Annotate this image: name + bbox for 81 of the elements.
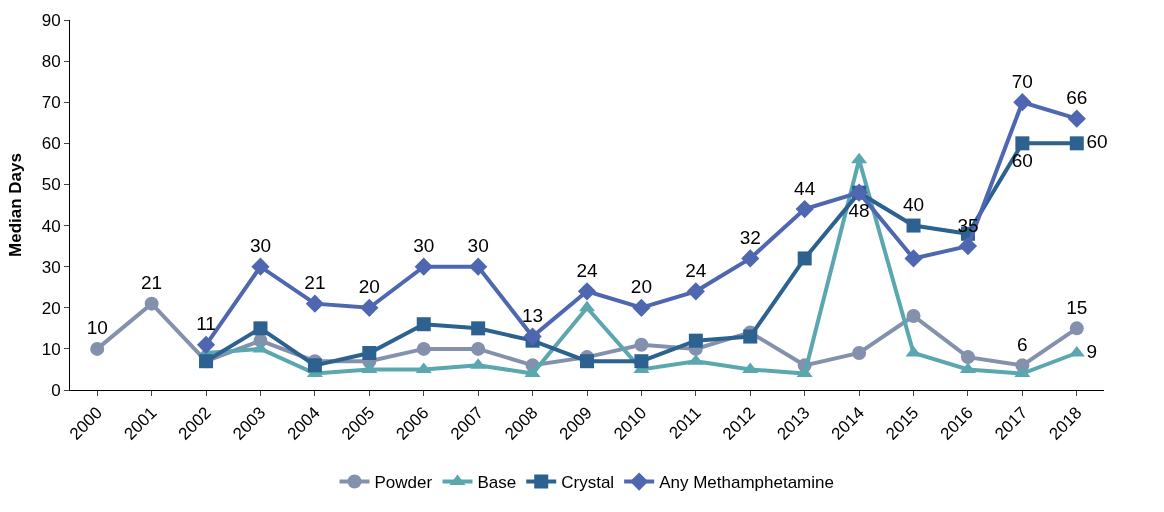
point (634, 337, 649, 352)
point (577, 282, 597, 301)
data-label: 30 (467, 235, 489, 257)
point (414, 257, 433, 276)
point (196, 335, 216, 354)
y-tick-label: 60 (41, 134, 61, 154)
y-tick-label: 50 (41, 175, 61, 195)
data-label: 13 (522, 305, 544, 327)
data-label: 20 (358, 276, 380, 298)
y-tick-label: 30 (41, 257, 61, 277)
point (360, 298, 379, 317)
data-label: 21 (141, 272, 163, 294)
point (795, 200, 814, 219)
data-label: 20 (630, 276, 652, 298)
data-label: 60 (1086, 131, 1108, 153)
point (686, 282, 705, 301)
data-label: 60 (1011, 150, 1033, 172)
point (1067, 109, 1086, 128)
y-tick-label: 90 (41, 10, 61, 30)
data-label: 11 (196, 313, 216, 335)
y-tick-label: 10 (41, 339, 61, 359)
point (1013, 93, 1032, 112)
point (416, 317, 431, 332)
point (362, 346, 377, 360)
point (688, 333, 703, 348)
point (471, 341, 486, 356)
point (253, 321, 268, 336)
data-label: 40 (902, 194, 925, 216)
point (471, 321, 486, 336)
y-tick-label: 0 (51, 380, 61, 400)
data-label: 24 (576, 259, 598, 281)
legend-label: Powder (374, 473, 433, 493)
point (906, 309, 921, 323)
y-tick-label: 70 (41, 93, 61, 113)
data-label: 10 (86, 317, 108, 339)
data-label: 24 (685, 259, 707, 281)
point (469, 257, 488, 276)
point (958, 237, 978, 256)
point (634, 354, 649, 369)
data-label: 21 (304, 272, 326, 294)
point (904, 249, 923, 268)
data-label: 66 (1066, 87, 1088, 109)
data-label: 30 (249, 235, 272, 257)
data-label: 44 (794, 177, 816, 199)
point (852, 346, 867, 360)
point (796, 366, 813, 378)
data-label: 9 (1086, 340, 1098, 362)
point (416, 341, 431, 356)
data-label: 30 (413, 235, 435, 257)
point (523, 327, 542, 346)
point (1014, 366, 1031, 378)
data-label: 15 (1066, 296, 1088, 318)
y-tick-label: 20 (41, 298, 61, 318)
data-label: 70 (1011, 70, 1033, 92)
point (252, 341, 269, 353)
point (1015, 136, 1030, 151)
point (1069, 136, 1084, 151)
point (743, 329, 758, 344)
y-tick-label: 80 (41, 52, 61, 72)
y-tick-label: 40 (41, 216, 61, 236)
point (305, 294, 324, 313)
point (144, 296, 159, 311)
point (632, 298, 651, 317)
point (251, 257, 270, 276)
data-label: 48 (848, 199, 870, 221)
point (90, 341, 105, 356)
point (797, 251, 812, 266)
y-axis-title: Median Days (6, 153, 26, 257)
point (906, 218, 921, 233)
point (960, 350, 975, 365)
point (524, 366, 541, 378)
data-label: 6 (1017, 333, 1028, 355)
data-label: 32 (739, 226, 761, 248)
point (580, 354, 594, 369)
point (851, 152, 868, 164)
point (307, 358, 322, 373)
legend-label: Crystal (561, 473, 615, 493)
point (741, 249, 760, 268)
point (1069, 321, 1084, 336)
legend-label: Base (477, 473, 517, 493)
legend-label: Any Methamphetamine (659, 473, 834, 493)
